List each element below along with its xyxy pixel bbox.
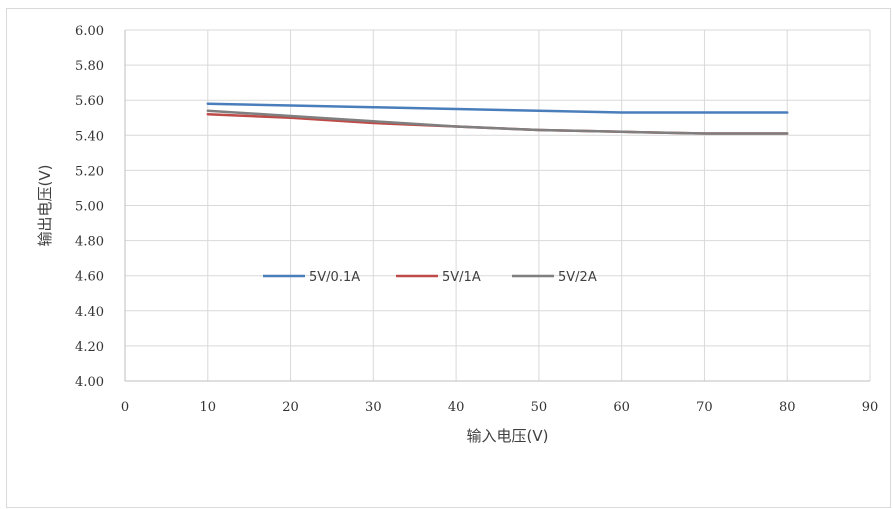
axes: 4.00 4.20 4.40 4.60 4.80 5.00 5.20 5.40 5.60 5.80… — [75, 24, 878, 415]
y-axis-title: 输出电压(V) — [36, 165, 54, 247]
series-line — [206, 102, 789, 114]
x-tick-label: 40 — [448, 400, 465, 415]
y-tick-label: 5.20 — [75, 164, 104, 179]
series-lines — [206, 102, 789, 135]
chart-frame — [6, 8, 891, 508]
y-tick-label: 4.80 — [75, 235, 104, 250]
legend: 5V/0.1A 5V/1A 5V/2A — [263, 270, 597, 285]
y-tick-label: 6.00 — [75, 24, 104, 39]
x-tick-label: 20 — [282, 400, 299, 415]
legend-label: 5V/0.1A — [309, 270, 360, 285]
legend-label: 5V/1A — [442, 270, 481, 285]
x-tick-label: 80 — [779, 400, 796, 415]
y-tick-label: 4.60 — [75, 270, 104, 285]
grid-lines — [125, 29, 871, 381]
y-tick-label: 4.20 — [75, 340, 104, 355]
x-tick-label: 60 — [613, 400, 630, 415]
x-tick-label: 10 — [200, 400, 217, 415]
legend-label: 5V/2A — [558, 270, 597, 285]
x-tick-label: 30 — [365, 400, 382, 415]
x-tick-label: 90 — [862, 400, 879, 415]
y-tick-label: 5.40 — [75, 129, 104, 144]
x-axis-title: 输入电压(V) — [467, 427, 549, 445]
y-tick-label: 5.60 — [75, 94, 104, 109]
y-tick-label: 4.40 — [75, 305, 104, 320]
series-line — [206, 109, 789, 135]
x-tick-label: 0 — [121, 400, 129, 415]
y-tick-label: 4.00 — [75, 375, 104, 390]
x-tick-label: 70 — [696, 400, 713, 415]
x-tick-label: 50 — [531, 400, 548, 415]
y-tick-label: 5.00 — [75, 200, 104, 215]
y-tick-label: 5.80 — [75, 59, 104, 74]
